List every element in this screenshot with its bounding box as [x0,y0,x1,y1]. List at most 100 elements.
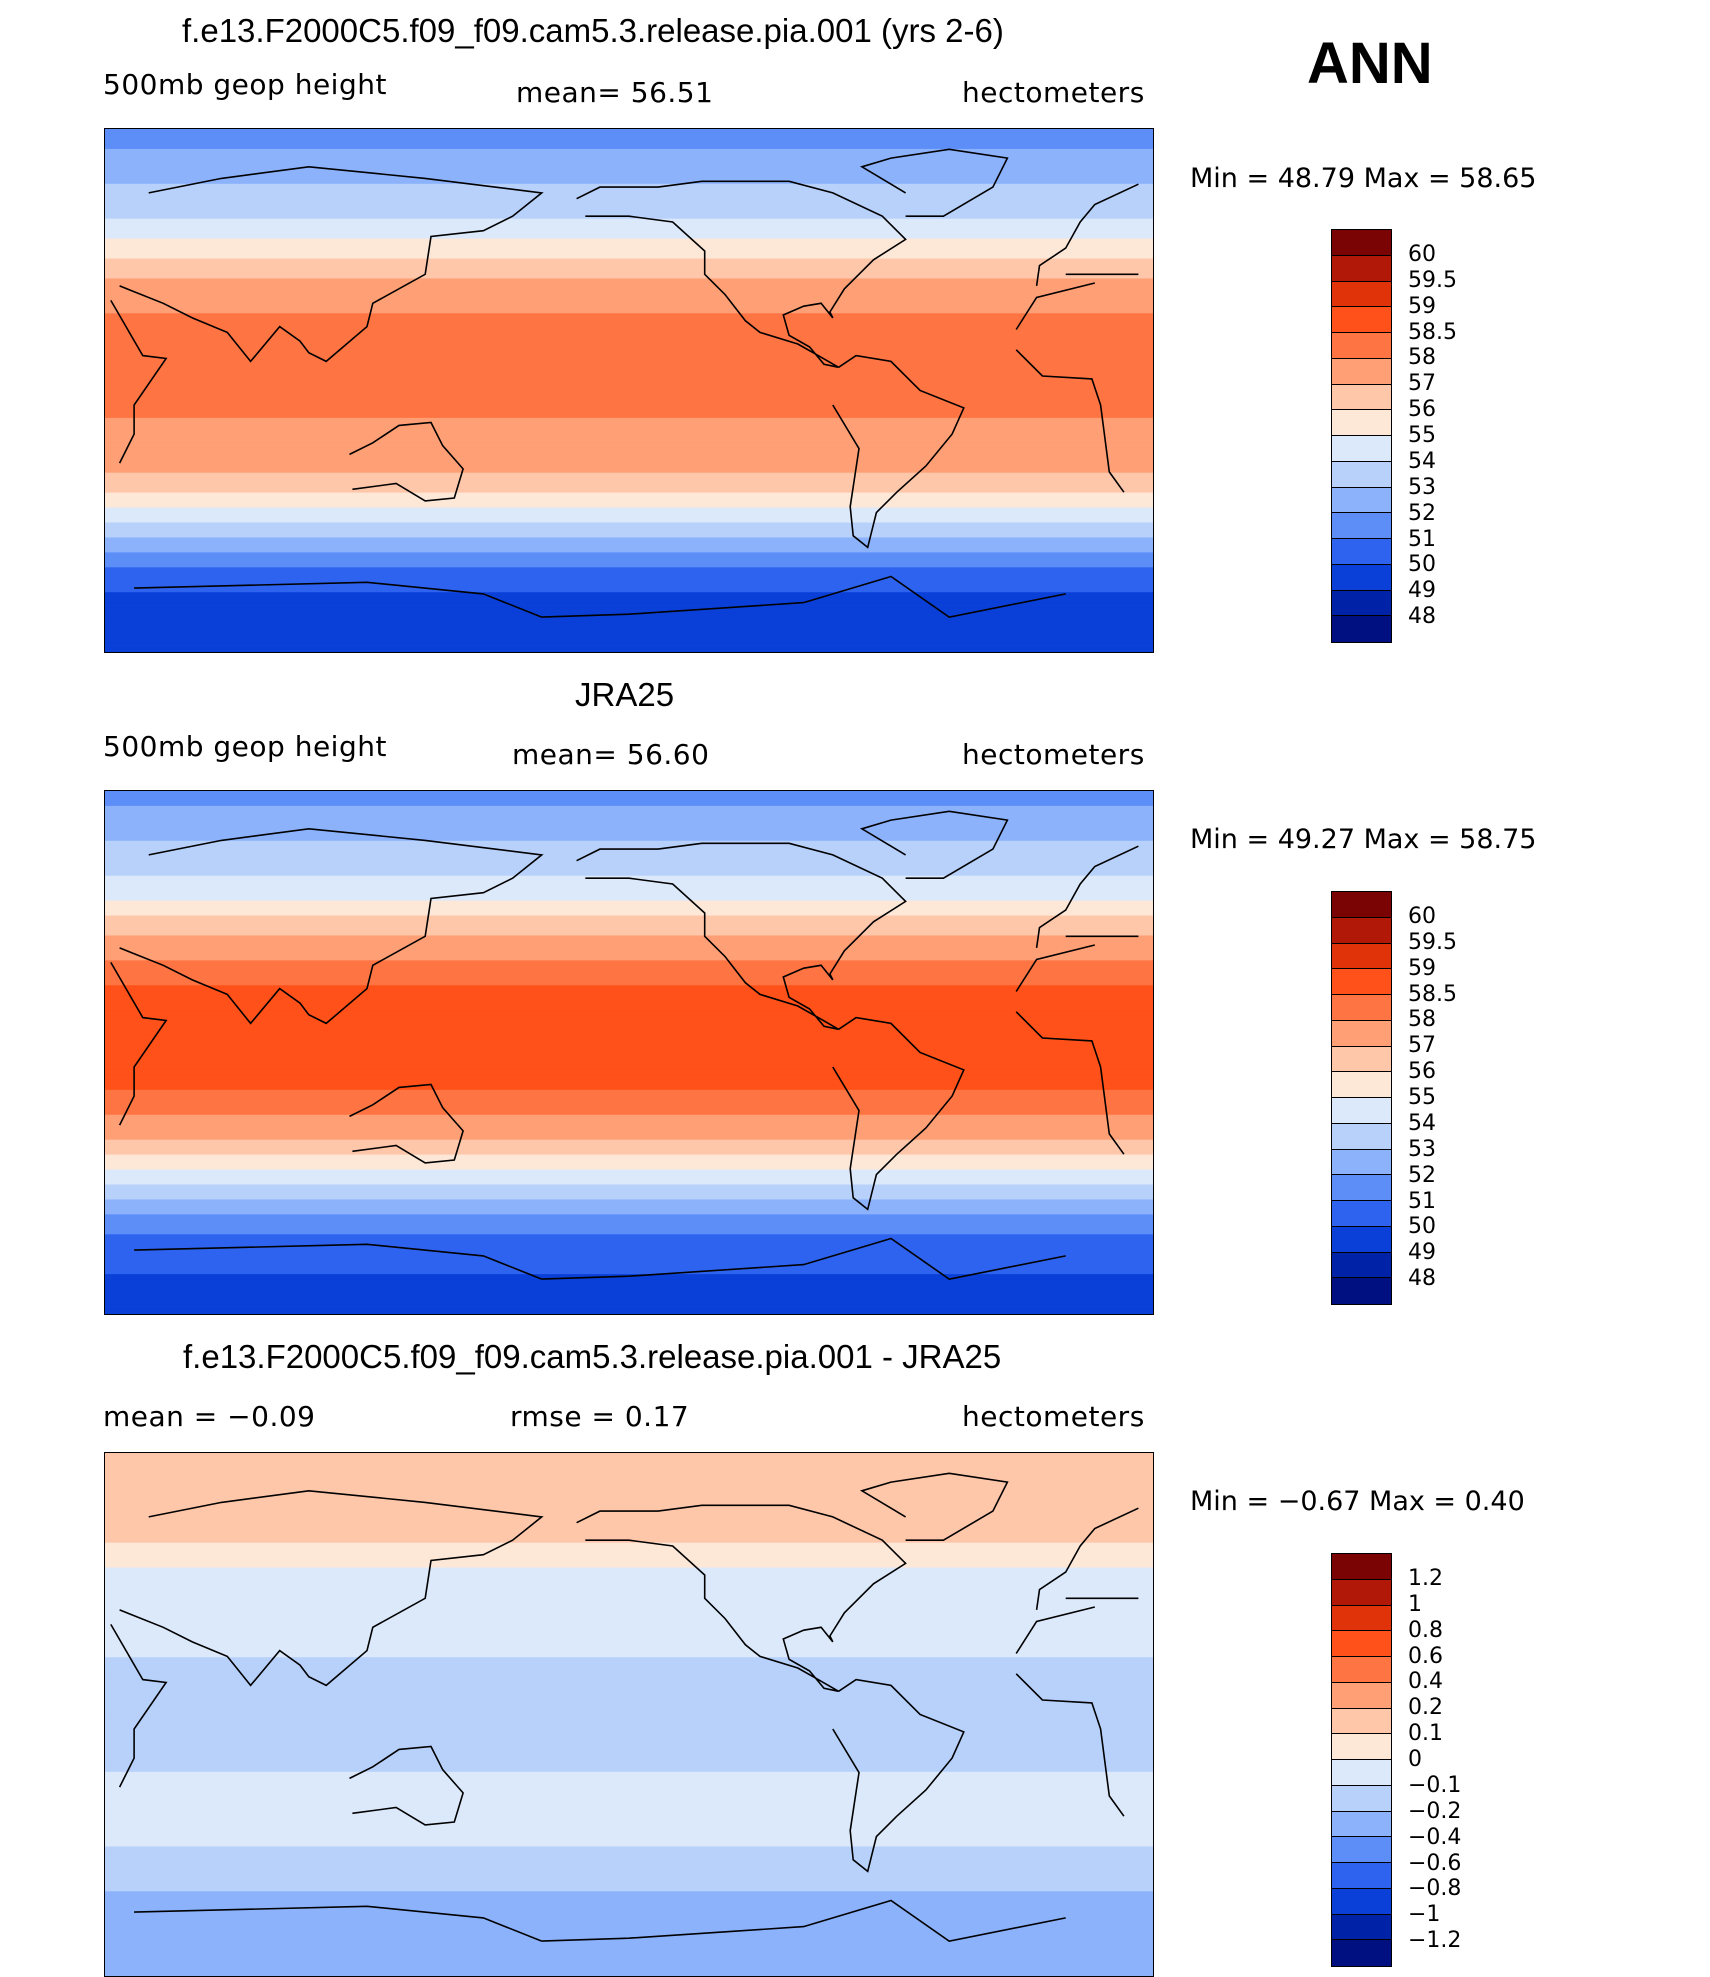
colorbar-swatch [1332,943,1391,970]
map-band [105,1000,1153,1006]
map-band [105,1627,1153,1633]
map-band [105,1194,1153,1201]
colorbar-tick-label: 59.5 [1408,267,1457,293]
panel2-mean-label: mean= 56.60 [512,738,710,771]
map-band [105,1149,1153,1156]
panel3-colorbar [1331,1553,1392,1967]
coastline [541,575,1066,618]
map-band [105,1836,1153,1843]
map-band [105,1891,1153,1897]
map-band [105,1607,1153,1613]
colorbar-swatch [1332,917,1391,944]
colorbar-swatch [1332,1579,1391,1606]
map-band [105,1821,1153,1828]
coastline [1015,1673,1125,1817]
map-band [105,163,1153,170]
map-band [105,995,1153,1001]
colorbar-swatch [1332,307,1391,333]
coastline [1015,944,1095,992]
map-band [105,417,1153,424]
colorbar-tick-label: 60 [1408,241,1436,267]
map-band [105,1502,1153,1509]
colorbar-swatch [1332,1863,1391,1889]
map-band [105,1542,1153,1549]
map-band [105,1144,1153,1151]
map-band [105,1109,1153,1116]
map-band [105,1269,1153,1275]
map-band [105,1045,1153,1051]
panel2-units-label: hectometers [962,738,1145,771]
map-band [105,1532,1153,1539]
map-band [105,343,1153,349]
map-band [105,960,1153,966]
colorbar-tick-label: −1.2 [1408,1928,1462,1954]
map-band [105,1771,1153,1778]
map-band [105,1025,1153,1031]
colorbar-tick-label: 0.4 [1408,1669,1443,1695]
colorbar-swatch [1332,1098,1391,1124]
map-band [105,198,1153,205]
coastline [832,354,965,549]
map-band [105,1104,1153,1111]
map-band [105,278,1153,285]
map-band [105,542,1153,548]
map-band [105,1005,1153,1011]
map-band [105,795,1153,802]
panel1-units-label: hectometers [962,76,1145,109]
map-band [105,825,1153,832]
map-band [105,547,1153,553]
map-band [105,1597,1153,1604]
colorbar-tick-label: 52 [1408,1162,1436,1188]
map-band [105,502,1153,509]
map-band [105,333,1153,339]
panel3-title: f.e13.F2000C5.f09_f09.cam5.3.release.pia… [183,1338,1002,1375]
map-canvas [105,1453,1153,1976]
panel2-map [104,790,1154,1315]
map-band [105,880,1153,887]
coastline [1035,183,1139,287]
map-band [105,517,1153,524]
map-band [105,507,1153,514]
map-band [105,582,1153,588]
map-band [105,412,1153,419]
map-band [105,835,1153,842]
panel3-minmax: Min = −0.67 Max = 0.40 [1190,1486,1525,1517]
panel1-map [104,128,1154,653]
map-band [105,955,1153,961]
map-band [105,1179,1153,1186]
map-band [105,487,1153,494]
map-band [105,368,1153,374]
map-band [105,1089,1153,1096]
map-band [105,1492,1153,1499]
map-band [105,1816,1153,1823]
map-band [105,273,1153,280]
coastline [119,165,544,363]
map-band [105,1030,1153,1036]
map-band [105,328,1153,334]
map-band [105,975,1153,981]
map-band [105,193,1153,200]
map-band [105,1602,1153,1609]
map-band [105,397,1153,404]
map-band [105,925,1153,932]
colorbar-swatch [1332,1940,1391,1966]
colorbar-swatch [1332,1708,1391,1735]
map-band [105,1826,1153,1833]
map-band [105,567,1153,573]
map-band [105,1244,1153,1250]
colorbar-tick-label: 57 [1408,1033,1436,1059]
map-band [105,1020,1153,1026]
map-band [105,427,1153,434]
map-band [105,1015,1153,1021]
map-band [105,1702,1153,1708]
map-band [105,587,1153,593]
map-band [105,338,1153,344]
map-band [105,647,1153,652]
colorbar-swatch [1332,892,1391,918]
map-band [105,1084,1153,1091]
coastline [349,421,464,502]
coastline [1015,349,1125,493]
colorbar-swatch [1332,1682,1391,1709]
map-band [105,1294,1153,1300]
map-band [105,1064,1153,1071]
